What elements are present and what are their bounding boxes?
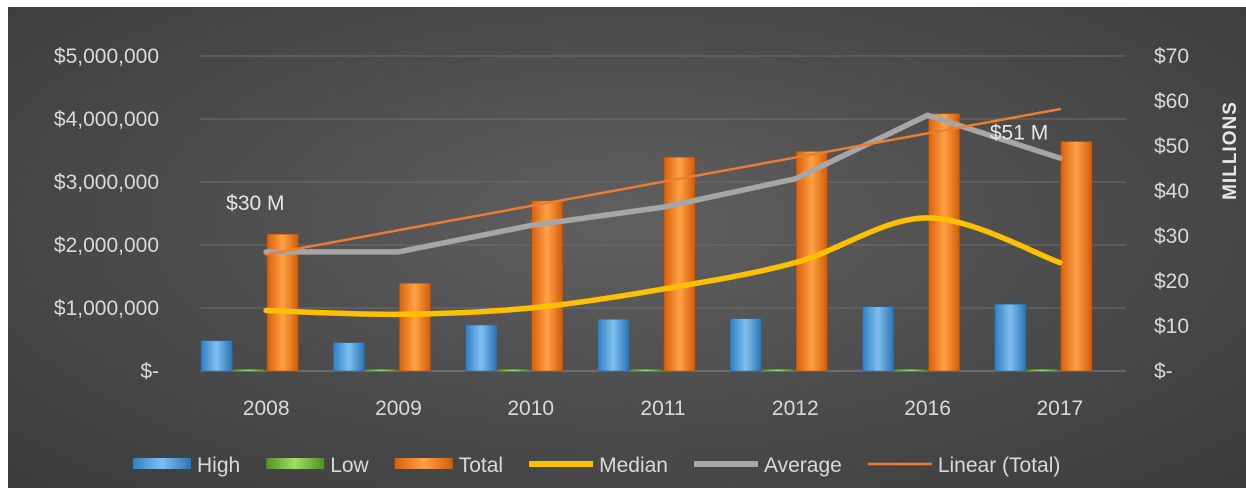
x-tick-label: 2016 <box>904 397 951 420</box>
left-tick-label: $4,000,000 <box>54 108 159 131</box>
bar-total <box>531 200 564 372</box>
bar-total <box>663 156 696 372</box>
bar-total <box>399 282 431 372</box>
x-tick-label: 2010 <box>507 397 554 420</box>
bar-low <box>894 369 926 371</box>
left-tick-label: $3,000,000 <box>54 171 159 194</box>
legend-low-label: Low <box>330 454 369 477</box>
legend-high-swatch <box>133 458 191 469</box>
right-axis-title: MILLIONS <box>1220 101 1241 200</box>
left-tick-label: $5,000,000 <box>54 45 159 68</box>
bar-low <box>630 369 661 371</box>
annotation-label: $51 M <box>990 122 1048 145</box>
bar-high <box>465 324 498 372</box>
right-tick-label: $10 <box>1154 315 1189 338</box>
bar-low <box>762 369 794 371</box>
right-tick-label: $50 <box>1154 135 1189 158</box>
x-tick-label: 2017 <box>1036 397 1083 420</box>
right-tick-label: $30 <box>1154 225 1189 248</box>
bar-high <box>333 342 365 372</box>
right-tick-label: $20 <box>1154 270 1189 293</box>
right-tick-label: $- <box>1154 360 1173 383</box>
x-tick-label: 2012 <box>772 397 819 420</box>
bar-high <box>994 303 1027 372</box>
right-tick-label: $70 <box>1154 45 1189 68</box>
annotation-label: $30 M <box>226 192 284 215</box>
right-tick-label: $60 <box>1154 90 1189 113</box>
legend-median-label: Median <box>599 454 668 477</box>
line-average <box>263 112 1063 255</box>
bar-total <box>266 233 299 372</box>
left-tick-label: $1,000,000 <box>54 297 159 320</box>
bar-low <box>365 369 397 371</box>
chart-area: $- $1,000,000 $2,000,000 $3,000,000 $4,000,0… <box>8 7 1246 488</box>
bar-high <box>200 340 233 372</box>
x-tick-label: 2008 <box>243 397 290 420</box>
bar-total <box>1060 141 1093 372</box>
chart-svg: $- $1,000,000 $2,000,000 $3,000,000 $4,000,0… <box>54 45 1241 477</box>
left-tick-label: $2,000,000 <box>54 234 159 257</box>
right-tick-label: $40 <box>1154 180 1189 203</box>
legend-high-label: High <box>197 454 240 477</box>
legend-total-label: Total <box>459 454 503 477</box>
x-tick-label: 2009 <box>375 397 422 420</box>
bar-low <box>1026 369 1058 371</box>
bar-high <box>729 318 762 372</box>
bar-high <box>597 319 630 372</box>
line-median <box>263 215 1063 318</box>
bar-total <box>928 113 960 372</box>
legend-low-swatch <box>266 458 325 469</box>
bar-low <box>497 369 529 371</box>
left-tick-label: $- <box>140 360 159 383</box>
bar-high <box>862 306 894 372</box>
line-linear-total <box>264 107 1062 256</box>
x-tick-label: 2011 <box>640 397 685 420</box>
legend-average-label: Average <box>764 454 842 477</box>
legend-linear-total-label: Linear (Total) <box>938 454 1061 477</box>
bar-low <box>233 369 265 371</box>
legend-total-swatch <box>394 458 453 469</box>
